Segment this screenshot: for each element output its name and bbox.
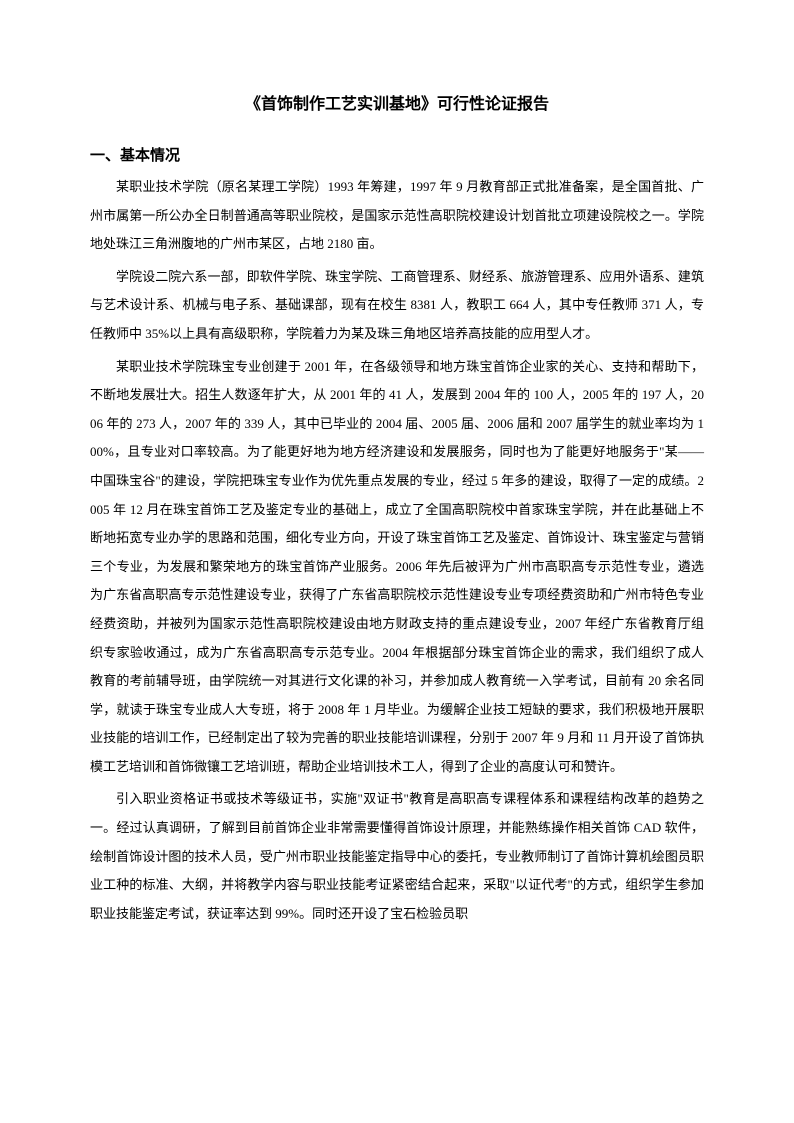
document-title: 《首饰制作工艺实训基地》可行性论证报告 (90, 90, 704, 114)
paragraph-2: 学院设二院六系一部，即软件学院、珠宝学院、工商管理系、财经系、旅游管理系、应用外… (90, 263, 704, 349)
paragraph-1: 某职业技术学院（原名某理工学院）1993 年筹建，1997 年 9 月教育部正式… (90, 173, 704, 259)
paragraph-4: 引入职业资格证书或技术等级证书，实施"双证书"教育是高职高专课程体系和课程结构改… (90, 785, 704, 928)
paragraph-3: 某职业技术学院珠宝专业创建于 2001 年，在各级领导和地方珠宝首饰企业家的关心… (90, 353, 704, 782)
document-page: 《首饰制作工艺实训基地》可行性论证报告 一、基本情况 某职业技术学院（原名某理工… (0, 0, 794, 992)
section-1-heading: 一、基本情况 (90, 144, 704, 165)
